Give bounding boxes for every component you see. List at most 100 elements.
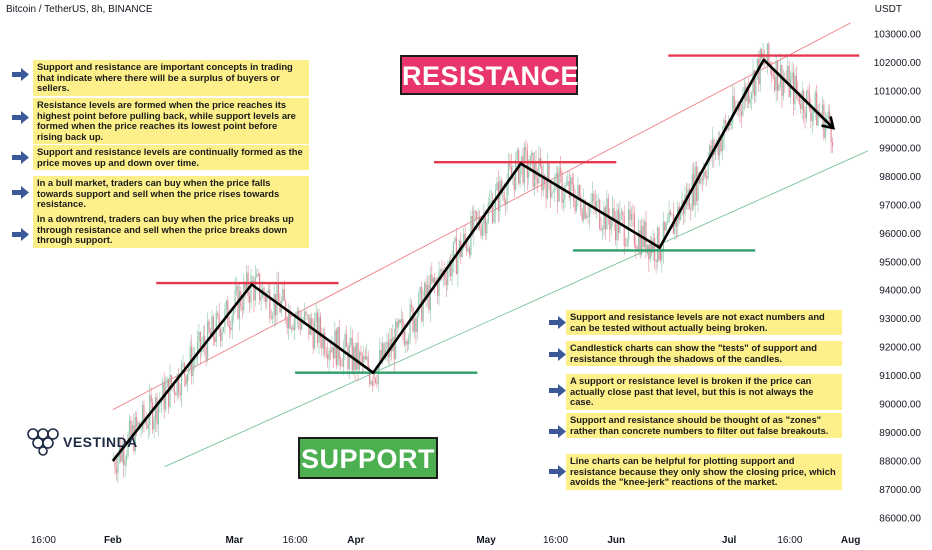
candle-body bbox=[403, 331, 405, 345]
candle-body bbox=[597, 199, 599, 202]
candle-body bbox=[652, 238, 654, 253]
candle-body bbox=[211, 316, 213, 336]
candle-body bbox=[356, 342, 358, 370]
candle-body bbox=[241, 307, 243, 311]
candle-body bbox=[230, 327, 232, 330]
candle-body bbox=[351, 337, 353, 371]
candle-body bbox=[426, 285, 429, 298]
candle-body bbox=[584, 200, 586, 219]
candle-body bbox=[348, 345, 350, 370]
candle-body bbox=[238, 291, 241, 319]
candle-body bbox=[141, 405, 144, 429]
candle-body bbox=[552, 191, 554, 193]
candle-body bbox=[212, 316, 214, 338]
x-tick-label: Apr bbox=[347, 535, 364, 546]
candle-body bbox=[496, 182, 498, 191]
candle-body bbox=[740, 111, 743, 116]
candle-body bbox=[775, 60, 777, 91]
candle-body bbox=[259, 273, 261, 301]
candle-body bbox=[714, 147, 716, 156]
candle-body bbox=[377, 365, 379, 384]
candle-body bbox=[612, 208, 614, 219]
candle-body bbox=[447, 270, 449, 286]
candle-body bbox=[510, 166, 512, 177]
candle-body bbox=[503, 192, 505, 202]
candle-body bbox=[125, 455, 128, 461]
candle-body bbox=[146, 421, 148, 429]
candle-body bbox=[270, 317, 272, 319]
candle-body bbox=[593, 193, 595, 202]
candle-body bbox=[273, 294, 275, 317]
candle-body bbox=[276, 283, 278, 316]
candle-body bbox=[296, 310, 298, 319]
candle-body bbox=[452, 241, 455, 263]
candle-body bbox=[117, 458, 119, 474]
candle-body bbox=[821, 104, 824, 118]
y-tick-label: 91000.00 bbox=[879, 371, 921, 382]
candle-body bbox=[366, 356, 368, 360]
candle-body bbox=[703, 171, 705, 180]
candle-body bbox=[536, 178, 539, 184]
candle-body bbox=[350, 337, 352, 346]
candle-body bbox=[535, 161, 537, 179]
candle-body bbox=[386, 341, 388, 350]
candle-body bbox=[438, 271, 440, 296]
note-left-3: Support and resistance levels are contin… bbox=[33, 145, 309, 171]
candle-body bbox=[186, 374, 188, 385]
candle-body bbox=[486, 221, 488, 234]
candle-body bbox=[324, 332, 326, 354]
candle-body bbox=[620, 212, 622, 214]
candle-body bbox=[360, 352, 362, 356]
candle-body bbox=[632, 213, 634, 215]
candle-body bbox=[305, 311, 307, 315]
note-left-1: Support and resistance are important con… bbox=[33, 60, 309, 96]
candle-body bbox=[722, 137, 724, 152]
candle-body bbox=[130, 420, 132, 437]
candle-body bbox=[823, 104, 825, 138]
candle-body bbox=[610, 218, 612, 230]
candle-body bbox=[321, 337, 323, 349]
y-tick-label: 97000.00 bbox=[879, 200, 921, 211]
candle-body bbox=[299, 320, 301, 330]
candle-body bbox=[710, 145, 712, 158]
candle-body bbox=[803, 91, 805, 113]
candle-body bbox=[196, 341, 199, 359]
candle-body bbox=[413, 318, 416, 332]
candle-body bbox=[474, 210, 476, 212]
candle-body bbox=[525, 146, 527, 151]
candle-body bbox=[225, 300, 228, 309]
note-right-2: Candlestick charts can show the "tests" … bbox=[566, 341, 842, 367]
candle-body bbox=[627, 209, 630, 240]
candle-body bbox=[332, 346, 335, 359]
candle-body bbox=[169, 375, 171, 407]
candle-body bbox=[396, 321, 398, 328]
candle-body bbox=[393, 336, 395, 360]
candle-body bbox=[157, 405, 160, 425]
candle-body bbox=[519, 164, 521, 184]
candle-body bbox=[293, 318, 295, 330]
candle-body bbox=[327, 354, 329, 360]
candle-body bbox=[693, 174, 695, 206]
candle-body bbox=[431, 274, 433, 283]
candle-body bbox=[289, 310, 291, 329]
candle-body bbox=[380, 349, 382, 362]
candle-body bbox=[481, 223, 484, 236]
candle-body bbox=[756, 59, 758, 71]
candle-body bbox=[301, 322, 303, 330]
candle-body bbox=[748, 85, 750, 104]
candle-body bbox=[551, 192, 553, 198]
candle-body bbox=[742, 99, 744, 116]
currency-label: USDT bbox=[874, 4, 902, 15]
candle-body bbox=[153, 419, 155, 430]
candle-body bbox=[643, 221, 646, 248]
candle-body bbox=[382, 343, 384, 362]
arrow-right-icon bbox=[12, 228, 29, 241]
candle-body bbox=[781, 65, 783, 96]
note-right-3: A support or resistance level is broken … bbox=[566, 374, 842, 410]
candle-body bbox=[567, 181, 569, 185]
candle-body bbox=[824, 121, 826, 138]
candle-body bbox=[505, 201, 507, 205]
candle-body bbox=[577, 185, 579, 199]
